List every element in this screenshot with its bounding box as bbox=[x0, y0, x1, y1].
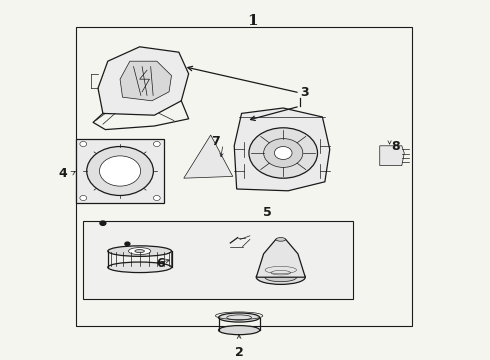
Circle shape bbox=[274, 147, 292, 159]
Polygon shape bbox=[256, 239, 305, 277]
Ellipse shape bbox=[256, 270, 305, 284]
Polygon shape bbox=[98, 47, 189, 115]
Text: 6: 6 bbox=[156, 257, 165, 270]
Ellipse shape bbox=[128, 248, 151, 255]
Bar bbox=[76, 139, 164, 203]
Ellipse shape bbox=[276, 238, 286, 241]
Circle shape bbox=[153, 141, 160, 147]
Text: 8: 8 bbox=[392, 140, 400, 153]
Bar bbox=[83, 221, 353, 299]
Circle shape bbox=[153, 195, 160, 201]
Ellipse shape bbox=[108, 246, 172, 256]
Text: 2: 2 bbox=[235, 346, 244, 359]
Circle shape bbox=[80, 141, 87, 147]
Ellipse shape bbox=[265, 273, 296, 282]
Text: 5: 5 bbox=[263, 206, 271, 219]
Bar bbox=[76, 27, 412, 326]
Polygon shape bbox=[380, 146, 404, 166]
Polygon shape bbox=[184, 135, 233, 178]
Circle shape bbox=[125, 242, 130, 246]
Ellipse shape bbox=[219, 325, 260, 335]
Text: 3: 3 bbox=[300, 86, 309, 99]
Ellipse shape bbox=[135, 249, 145, 253]
Ellipse shape bbox=[219, 313, 260, 322]
Circle shape bbox=[80, 195, 87, 201]
Circle shape bbox=[100, 221, 106, 225]
Ellipse shape bbox=[108, 262, 172, 273]
Circle shape bbox=[249, 128, 318, 178]
Text: 1: 1 bbox=[247, 14, 258, 28]
Text: 7: 7 bbox=[211, 135, 220, 148]
Polygon shape bbox=[120, 61, 172, 101]
Circle shape bbox=[264, 139, 303, 167]
Text: 4: 4 bbox=[58, 167, 67, 180]
Circle shape bbox=[87, 147, 153, 195]
Polygon shape bbox=[234, 108, 330, 191]
Circle shape bbox=[99, 156, 141, 186]
